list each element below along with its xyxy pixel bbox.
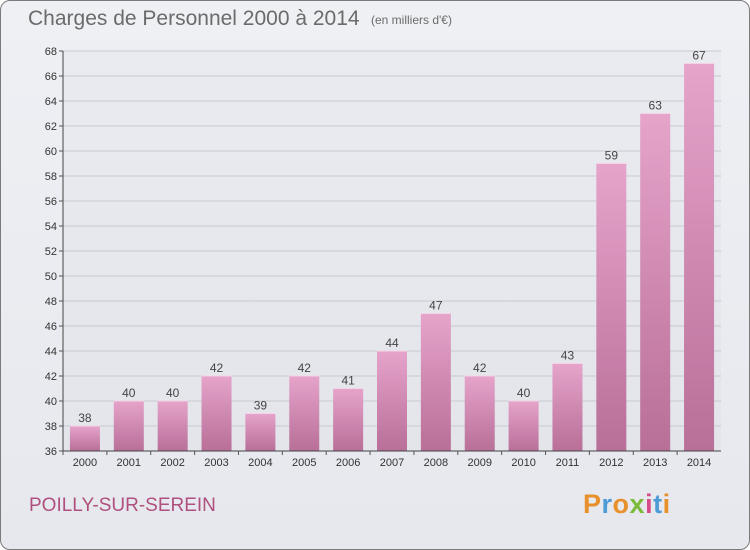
data-label: 67 — [692, 49, 706, 63]
x-tick-label: 2005 — [292, 457, 316, 469]
y-tick-label: 46 — [45, 321, 57, 333]
bar — [157, 401, 188, 451]
data-label: 40 — [517, 386, 531, 400]
x-tick-label: 2000 — [73, 457, 97, 469]
bar — [508, 401, 539, 451]
y-tick-label: 38 — [45, 421, 57, 433]
x-tick-label: 2008 — [424, 457, 448, 469]
data-label: 44 — [385, 336, 399, 350]
y-tick-label: 58 — [45, 171, 57, 183]
x-tick-label: 2004 — [248, 457, 272, 469]
y-tick-label: 64 — [45, 96, 57, 108]
x-tick-label: 2006 — [336, 457, 360, 469]
y-tick-label: 60 — [45, 146, 57, 158]
bar — [201, 376, 232, 451]
data-label: 40 — [122, 386, 136, 400]
y-tick-label: 68 — [45, 46, 57, 58]
proxiti-logo: Proxiti — [583, 489, 671, 520]
bar — [596, 163, 627, 451]
bar — [289, 376, 320, 451]
x-tick-label: 2003 — [204, 457, 228, 469]
bar — [245, 413, 276, 451]
bar — [377, 351, 407, 451]
x-tick-label: 2011 — [556, 457, 580, 469]
chart-subtitle: (en milliers d'€) — [371, 13, 452, 27]
y-tick-label: 48 — [45, 296, 57, 308]
x-tick-label: 2007 — [380, 457, 404, 469]
y-tick-label: 56 — [45, 196, 57, 208]
data-label: 38 — [78, 411, 92, 425]
data-label: 42 — [298, 361, 312, 375]
data-label: 41 — [341, 374, 355, 388]
x-tick-label: 2009 — [467, 457, 491, 469]
bar — [69, 426, 100, 451]
bar — [420, 313, 451, 451]
y-tick-label: 44 — [45, 346, 57, 358]
logo-letter: t — [653, 489, 663, 519]
y-tick-label: 52 — [45, 246, 57, 258]
y-tick-label: 40 — [45, 396, 57, 408]
data-label: 59 — [605, 149, 619, 163]
logo-letter: o — [612, 489, 630, 519]
logo-letter: P — [583, 489, 602, 519]
y-tick-label: 54 — [45, 221, 57, 233]
y-tick-label: 50 — [45, 271, 57, 283]
bar — [640, 113, 671, 451]
logo-letter: x — [629, 489, 646, 519]
x-tick-label: 2002 — [160, 457, 184, 469]
data-label: 43 — [561, 349, 575, 363]
data-label: 42 — [473, 361, 487, 375]
data-label: 42 — [210, 361, 224, 375]
data-label: 63 — [649, 99, 663, 113]
logo-letter: i — [645, 489, 654, 519]
data-label: 40 — [166, 386, 180, 400]
data-label: 47 — [429, 299, 443, 313]
y-tick-label: 66 — [45, 71, 57, 83]
logo-letter: i — [662, 489, 671, 519]
x-tick-label: 2010 — [511, 457, 535, 469]
y-tick-label: 36 — [45, 446, 57, 458]
y-tick-label: 62 — [45, 121, 57, 133]
bar — [552, 363, 583, 451]
x-tick-label: 2014 — [687, 457, 711, 469]
logo-letter: r — [601, 489, 613, 519]
bar — [684, 63, 715, 451]
x-tick-label: 2012 — [599, 457, 623, 469]
x-tick-label: 2001 — [117, 457, 141, 469]
x-tick-label: 2013 — [643, 457, 667, 469]
chart-title: Charges de Personnel 2000 à 2014 — [28, 7, 360, 30]
bar — [464, 376, 495, 451]
bar — [113, 401, 144, 451]
y-tick-label: 42 — [45, 371, 57, 383]
commune-name: POILLY-SUR-SEREIN — [29, 495, 216, 516]
bar — [333, 388, 364, 451]
data-label: 39 — [254, 399, 268, 413]
